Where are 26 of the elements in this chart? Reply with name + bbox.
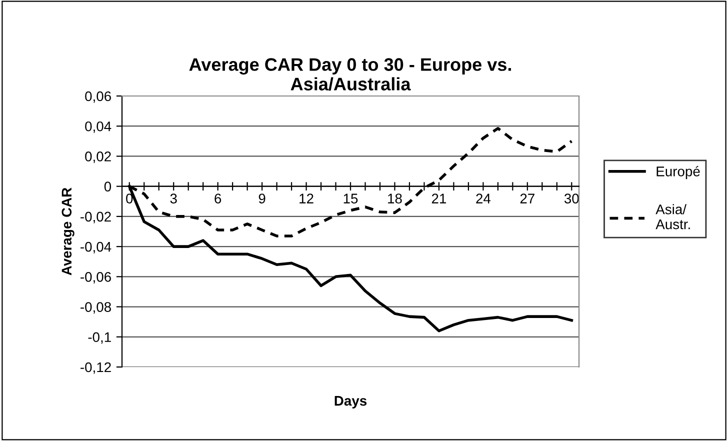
y-tick-label: -0,12 — [80, 362, 111, 374]
x-tick-label: 6 — [214, 194, 222, 204]
x-tick-label: 0 — [126, 194, 133, 204]
x-tick-label: 15 — [344, 194, 358, 204]
y-tick-label: -0,06 — [80, 272, 111, 284]
x-axis-title: Days — [334, 396, 367, 408]
x-tick-label: 24 — [476, 194, 490, 204]
legend-label: Europé — [656, 166, 700, 180]
y-tick-label: -0,08 — [80, 302, 111, 314]
y-tick-label: 0,02 — [85, 152, 111, 164]
y-axis-title: Average CAR — [62, 188, 74, 276]
x-tick-label: 9 — [258, 194, 266, 204]
y-tick-label: -0,1 — [88, 332, 111, 344]
y-tick-label: -0,02 — [80, 212, 111, 224]
x-tick-label: 21 — [432, 194, 446, 204]
x-tick-label: 27 — [520, 194, 534, 204]
y-tick-label: 0,06 — [85, 91, 111, 103]
x-tick-label: 12 — [300, 194, 314, 204]
legend-label: Asia/ Austr. — [656, 204, 690, 230]
chart-title: Average CAR Day 0 to 30 - Europe vs. Asia/Australia — [189, 58, 511, 91]
y-tick-label: -0,04 — [80, 242, 112, 254]
x-tick-label: 30 — [564, 194, 579, 204]
y-tick-label: 0,04 — [85, 121, 112, 133]
y-tick-label: 0 — [104, 182, 112, 192]
x-tick-label: 3 — [170, 194, 177, 204]
x-tick-label: 18 — [388, 194, 402, 204]
